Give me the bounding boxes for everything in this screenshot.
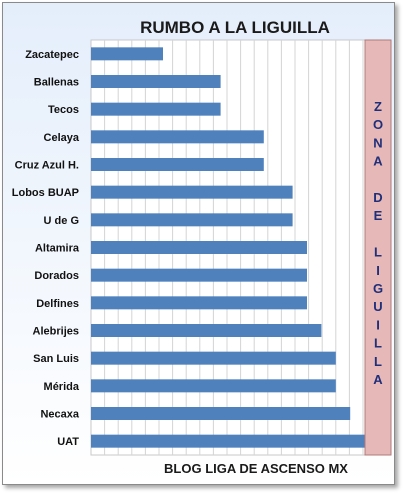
category-label: Cruz Azul H. <box>15 160 79 172</box>
category-labels: Zacatepec Ballenas Tecos Celaya Cruz Azul H.… <box>12 49 80 448</box>
liguilla-zone-band <box>364 39 392 456</box>
bar-zacatepec <box>91 47 163 61</box>
category-label: Celaya <box>44 132 80 144</box>
bar-necaxa <box>91 407 351 420</box>
category-label: Altamira <box>35 243 80 255</box>
category-label: Dorados <box>34 270 79 282</box>
bar-tecos <box>91 102 221 116</box>
category-label: Zacatepec <box>25 49 79 61</box>
bar-alebrijes <box>91 324 322 337</box>
bar-altamira <box>91 241 307 254</box>
zone-letter: L <box>374 245 382 260</box>
zone-letter: L <box>374 354 382 369</box>
chart-frame: RUMBO A LA LIGUILLA Zacatepec Ballenas Tec… <box>2 2 395 485</box>
category-label: Ballenas <box>34 77 79 89</box>
zone-letter: O <box>373 117 383 132</box>
zone-letter: D <box>373 190 382 205</box>
bar-cruz-azul-h- <box>91 158 264 171</box>
category-label: San Luis <box>33 353 79 365</box>
category-label: Necaxa <box>40 409 79 421</box>
chart-canvas: RUMBO A LA LIGUILLA Zacatepec Ballenas Tec… <box>12 18 392 476</box>
chart-footer: BLOG LIGA DE ASCENSO MX <box>164 461 348 476</box>
zone-letter: E <box>374 208 383 223</box>
bar-series <box>91 47 365 448</box>
zone-letter: U <box>373 299 382 314</box>
bar-dorados <box>91 268 307 282</box>
zone-letter: L <box>374 336 382 351</box>
zone-letter: I <box>376 317 380 332</box>
bar-ballenas <box>91 75 221 88</box>
zone-letter: Z <box>374 99 382 114</box>
bar-u-de-g <box>91 213 293 227</box>
zone-letter: N <box>373 135 382 150</box>
category-label: UAT <box>57 436 79 448</box>
category-label: Alebrijes <box>33 326 79 338</box>
zone-letter: A <box>373 372 383 387</box>
category-label: Mérida <box>44 381 80 393</box>
bar-san-luis <box>91 351 336 365</box>
bar-lobos-buap <box>91 185 293 199</box>
category-label: U de G <box>44 215 79 227</box>
bar-celaya <box>91 130 264 144</box>
bar-delfines <box>91 296 307 310</box>
zone-letter: I <box>376 263 380 278</box>
chart-title: RUMBO A LA LIGUILLA <box>140 18 330 37</box>
zone-letter: G <box>373 281 383 296</box>
bar-uat <box>91 434 365 448</box>
category-label: Tecos <box>48 104 79 116</box>
category-label: Delfines <box>36 298 79 310</box>
zone-letter: A <box>373 154 383 169</box>
bar-m-rida <box>91 379 336 393</box>
category-label: Lobos BUAP <box>12 187 79 199</box>
